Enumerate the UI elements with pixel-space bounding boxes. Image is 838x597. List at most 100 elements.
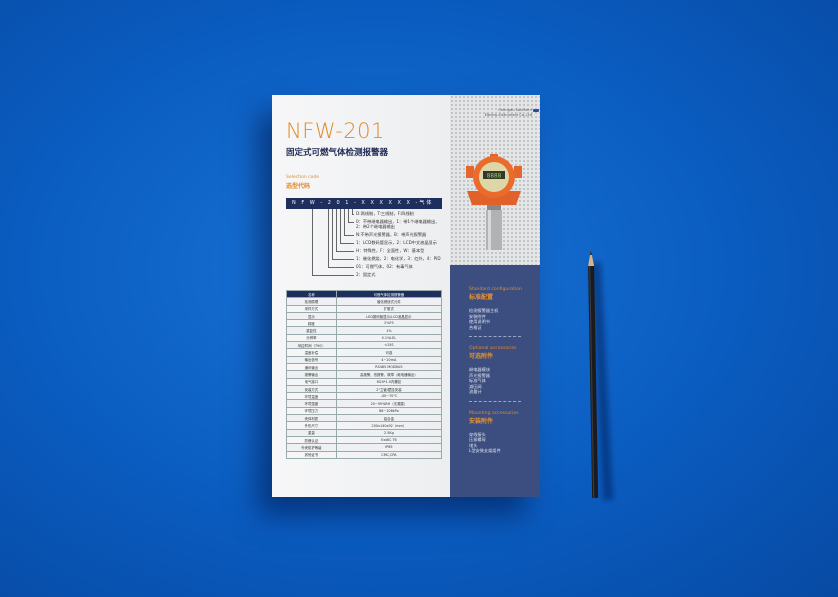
table-row: 重量 2.5Kg xyxy=(286,428,443,437)
table-cell: 壳体材质 xyxy=(286,414,337,423)
table-header-cell: 名称 xyxy=(286,289,337,299)
table-cell: 输出信号 xyxy=(286,355,337,364)
selection-code-label-en: Selection code xyxy=(286,175,320,180)
code-tree-line xyxy=(340,242,354,244)
code-option: 1：催化燃烧，2：电化学，3：红外，4：PID xyxy=(356,256,441,261)
table-row: 精度 2%FS xyxy=(286,319,443,328)
brochure-sheet: NFW-201 固定式可燃气体检测报警器 Selection code 选型代码… xyxy=(272,95,540,497)
table-cell: <15S xyxy=(335,341,443,350)
accessory-item: 压紧螺母 xyxy=(469,437,486,442)
table-header-row: 名称 可燃气体检测报警器 xyxy=(286,289,443,299)
code-bar: N F W - 2 0 1 - X X X X X X -气体 xyxy=(286,198,442,209)
company-line: Chengdu Southern xyxy=(498,108,532,112)
table-cell: 精度 xyxy=(286,319,337,328)
table-cell: 其他证书 xyxy=(286,450,337,459)
code-tree-line xyxy=(344,209,345,235)
code-option: 2：带2个继电器输出 xyxy=(356,224,395,229)
table-row: 电气接口 M20*1.5内螺纹 xyxy=(286,377,443,386)
accessory-item: 使用说明书 xyxy=(469,319,490,324)
table-cell: M20*1.5内螺纹 xyxy=(335,377,443,386)
table-cell: 环境温度 xyxy=(286,392,337,401)
left-panel: NFW-201 固定式可燃气体检测报警器 Selection code 选型代码… xyxy=(272,95,450,497)
table-cell: 200x140x92（mm） xyxy=(335,421,443,430)
table-cell: 响应时间（T90） xyxy=(286,341,337,350)
table-row: 输出信号 4~20mA xyxy=(286,355,443,364)
code-tree-line xyxy=(312,274,354,276)
code-tree-line xyxy=(336,250,354,252)
table-row: 显示 LED数码管显示/LCD液晶显示 xyxy=(286,311,443,321)
table-row: 报警输出 高报警、低报警、故障（继电器输出） xyxy=(286,370,443,379)
table-cell: 4~20mA xyxy=(335,355,443,364)
code-option: D:两线制，T:三线制，F:四线制 xyxy=(356,211,414,216)
table-row: 其他证书 CMC,CPA xyxy=(286,450,443,459)
table-cell: 通讯输出 xyxy=(286,362,337,372)
table-cell: 报警输出 xyxy=(286,370,337,379)
table-cell: 检测原理 xyxy=(286,297,337,306)
section-title-cn: 可选附件 xyxy=(469,353,494,360)
table-cell: 1% xyxy=(335,326,443,335)
company-logo-icon xyxy=(533,109,539,112)
table-cell: 外形尺寸 xyxy=(286,421,337,430)
table-cell: 扩散式 xyxy=(335,304,443,313)
table-row: 采样方式 扩散式 xyxy=(286,304,443,313)
accessory-item: 堵头 xyxy=(469,442,478,448)
table-row: 响应时间（T90） <15S xyxy=(286,341,443,350)
table-cell: 采样方式 xyxy=(286,304,337,313)
table-cell: 外壳防护等级 xyxy=(286,443,337,452)
code-tree-line xyxy=(352,209,353,214)
code-tree-line xyxy=(328,266,354,268)
table-cell: 分辨率 xyxy=(286,333,337,343)
table-cell: 安装方式 xyxy=(286,384,337,394)
section-divider xyxy=(469,336,521,337)
table-row: 安装方式 2"立管/壁挂安装 xyxy=(286,384,443,394)
table-cell: CMC,CPA xyxy=(335,450,443,459)
product-name: 固定式可燃气体检测报警器 xyxy=(286,148,389,158)
table-cell: 0.1%LEL xyxy=(335,333,443,343)
table-cell: 催化燃烧式元件 xyxy=(335,297,443,306)
accessory-item: 安装附件 xyxy=(469,313,486,319)
accessory-item: 检测报警器主机 xyxy=(469,308,499,313)
section-divider xyxy=(469,400,521,402)
code-tree-line xyxy=(336,209,337,251)
table-cell: 铝合金 xyxy=(335,414,443,423)
table-row: 环境湿度 20~95%RH（无凝露） xyxy=(286,399,443,408)
table-cell: 重量 xyxy=(286,428,337,437)
company-line: Electro-Instrument Co.,Ltd xyxy=(484,113,532,117)
selection-code-label-cn: 选型代码 xyxy=(286,183,311,190)
table-cell: 电气接口 xyxy=(286,377,337,386)
pencil xyxy=(588,250,599,499)
table-cell: 环境压力 xyxy=(286,406,337,416)
table-row: 温度补偿 可选 xyxy=(286,348,443,357)
accessory-item: 合格证 xyxy=(469,324,482,330)
accessory-item: L型安装支架组件 xyxy=(469,448,501,453)
code-option: H：特殊性，F：全面性，W：基本型 xyxy=(356,248,425,253)
accessory-item: 流量计 xyxy=(469,389,482,394)
table-cell: 2"立管/壁挂安装 xyxy=(335,384,443,394)
table-row: 通讯输出 RS485 MODBUS xyxy=(286,362,443,372)
table-cell: 2%FS xyxy=(335,319,443,328)
accessories-panel xyxy=(450,265,540,497)
table-row: 检测原理 催化燃烧式元件 xyxy=(286,297,443,306)
accessory-item: 标准气体 xyxy=(469,378,486,383)
table-cell: 重复性 xyxy=(286,326,337,335)
gas-detector-image: 8888 xyxy=(466,154,522,250)
code-option: 01：可燃气体，02：有毒气体 xyxy=(356,264,413,269)
table-cell: 86~106kPa xyxy=(335,406,443,416)
code-tree-line xyxy=(348,221,354,223)
table-row: 外形尺寸 200x140x92（mm） xyxy=(286,421,443,430)
table-cell: 环境湿度 xyxy=(286,399,337,408)
code-tree-line xyxy=(352,213,354,215)
accessories-list: Standard configuration 标准配置 检测报警器主机 安装附件 使用说… xyxy=(469,287,522,454)
table-row: 壳体材质 铝合金 xyxy=(286,414,443,423)
accessory-item: 减压阀 xyxy=(469,383,482,389)
table-cell: 温度补偿 xyxy=(286,348,337,357)
section-title-en: Mounting accessories xyxy=(469,410,519,416)
table-cell: 20~95%RH（无凝露） xyxy=(335,399,443,408)
table-row: 重复性 1% xyxy=(286,326,443,335)
table-row: 环境压力 86~106kPa xyxy=(286,406,443,416)
table-cell: 显示 xyxy=(286,311,337,321)
table-cell: IP65 xyxy=(335,443,443,452)
table-cell: RS485 MODBUS xyxy=(335,362,443,372)
code-tree-line xyxy=(332,258,354,260)
table-header-cell: 可燃气体检测报警器 xyxy=(335,289,443,299)
